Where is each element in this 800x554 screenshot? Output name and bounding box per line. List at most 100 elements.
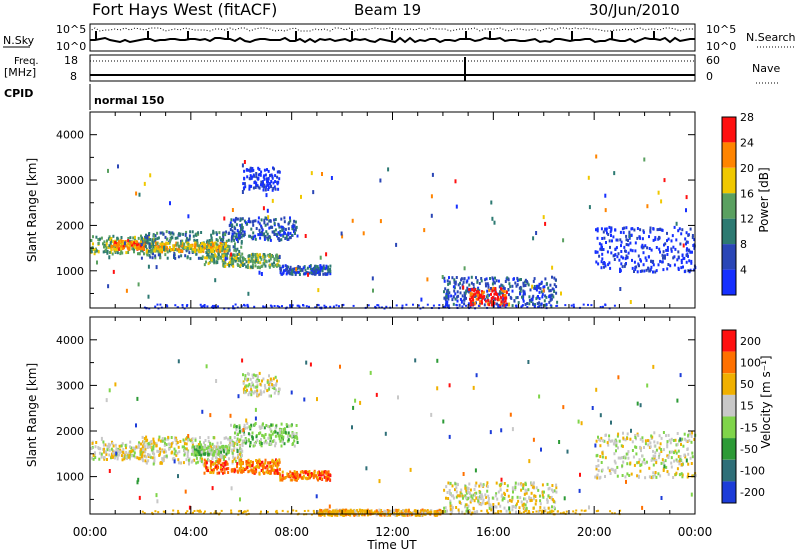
echo-cell (596, 453, 599, 457)
echo-cell (506, 488, 509, 492)
nsky-trace (90, 36, 695, 44)
echo-cell (637, 262, 640, 266)
echo-cell (546, 511, 549, 514)
echo-cell (627, 243, 630, 247)
echo-cell (237, 236, 240, 240)
echo-cell (210, 243, 212, 247)
echo-cell (248, 234, 251, 238)
echo-cell (266, 389, 269, 393)
echo-cell (263, 441, 266, 445)
echo-cell (523, 502, 525, 506)
echo-cell (170, 436, 173, 439)
echo-cell (417, 304, 420, 307)
echo-cell (648, 235, 650, 239)
echo-cell (309, 264, 312, 268)
echo-cell (610, 228, 613, 232)
echo-cell (151, 511, 154, 514)
echo-cell (646, 383, 649, 388)
echo-cell (229, 439, 231, 442)
echo-cell (308, 305, 310, 308)
echo-cell (279, 233, 282, 237)
echo-cell (246, 509, 249, 512)
echo-cell (611, 239, 613, 243)
echo-cell (261, 460, 264, 464)
echo-cell (204, 452, 206, 456)
echo-cell (207, 450, 209, 454)
echo-cell (372, 288, 374, 293)
echo-cell (165, 454, 168, 458)
echo-cell (105, 246, 108, 250)
echo-cell (244, 185, 247, 189)
echo-cell (376, 304, 379, 307)
echo-cell (459, 291, 462, 295)
echo-cell (247, 168, 250, 172)
echo-cell (615, 238, 618, 242)
echo-cell (478, 289, 481, 293)
echo-cell (501, 298, 504, 302)
echo-cell (469, 297, 471, 301)
echo-cell (216, 261, 219, 264)
echo-cell (396, 512, 398, 515)
echo-cell (464, 485, 467, 488)
echo-cell (165, 241, 168, 245)
echo-cell (103, 240, 106, 244)
echo-cell (203, 462, 206, 466)
echo-cell (161, 248, 164, 252)
echo-cell (267, 186, 270, 190)
echo-cell (487, 499, 490, 503)
echo-cell (461, 494, 464, 498)
echo-cell (188, 251, 191, 255)
echo-cell (223, 436, 226, 440)
echo-cell (182, 244, 185, 248)
echo-cell (277, 180, 280, 184)
echo-cell (670, 461, 673, 465)
echo-cell (239, 263, 242, 267)
echo-cell (675, 471, 678, 475)
echo-cell (280, 268, 282, 272)
echo-cell (691, 474, 694, 478)
echo-cell (257, 393, 260, 397)
echo-cell (482, 296, 485, 299)
echo-cell (688, 270, 691, 274)
echo-cell (276, 175, 279, 179)
echo-cell (484, 278, 487, 282)
echo-cell (599, 247, 602, 251)
echo-cell (267, 436, 270, 440)
echo-cell (250, 385, 253, 389)
echo-cell (252, 223, 255, 227)
echo-cell (676, 467, 679, 471)
echo-cell (673, 225, 676, 229)
echo-cell (470, 281, 473, 285)
echo-cell (224, 256, 227, 261)
velocity-echo-cells (90, 358, 697, 517)
echo-cell (285, 235, 288, 240)
echo-cell (448, 291, 451, 295)
echo-cell (486, 509, 489, 513)
echo-cell (171, 248, 174, 252)
echo-cell (216, 255, 219, 259)
echo-cell (597, 459, 600, 463)
echo-cell (251, 167, 254, 170)
echo-cell (278, 305, 281, 308)
echo-cell (156, 248, 159, 252)
echo-cell (694, 474, 697, 478)
echo-cell (230, 224, 233, 228)
echo-cell (156, 449, 159, 453)
echo-cell (343, 509, 346, 513)
echo-cell (467, 511, 470, 514)
echo-cell (125, 288, 128, 293)
echo-cell (226, 449, 229, 453)
echo-cell (170, 442, 173, 446)
echo-cell (242, 264, 244, 267)
echo-cell (636, 474, 639, 478)
echo-cell (243, 219, 246, 223)
echo-cell (637, 254, 640, 258)
echo-cell (319, 472, 322, 476)
echo-cell (166, 246, 168, 250)
echo-cell (260, 226, 263, 230)
echo-cell (186, 255, 189, 259)
echo-cell (233, 441, 236, 445)
echo-cell (486, 485, 489, 489)
echo-cell (471, 511, 474, 514)
echo-cell (600, 260, 603, 264)
